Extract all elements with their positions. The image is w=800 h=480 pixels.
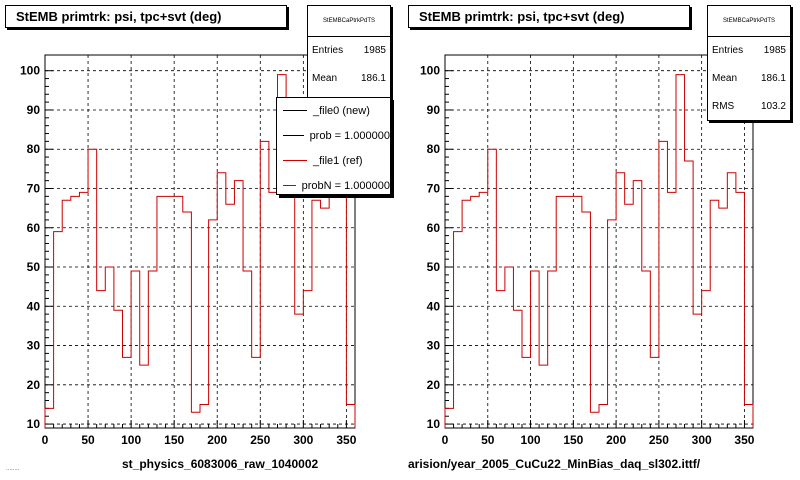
bottom-left-text: ........ [6, 466, 20, 472]
stats-entries-value: 1985 [363, 45, 386, 56]
x-tick-label: 150 [563, 433, 583, 447]
y-tick-label: 100 [420, 64, 440, 78]
stats-entries-value: 1985 [763, 45, 786, 56]
stats-mean-label: Mean [712, 73, 738, 84]
y-tick-label: 30 [27, 339, 41, 353]
stats-mean-label: Mean [312, 73, 338, 84]
y-tick-label: 90 [427, 103, 441, 117]
y-tick-label: 80 [27, 142, 41, 156]
x-tick-label: 50 [481, 433, 495, 447]
legend-label: prob = 1.000000 [309, 129, 390, 142]
legend-entry: prob = 1.000000 [277, 123, 390, 148]
y-tick-label: 70 [427, 181, 441, 195]
legend-label: probN = 1.000000 [301, 179, 390, 192]
y-tick-label: 40 [27, 299, 41, 313]
y-tick-label: 60 [427, 221, 441, 235]
y-tick-label: 20 [427, 378, 441, 392]
legend-line-black [283, 110, 307, 111]
stats-entries-label: Entries [712, 45, 744, 56]
y-tick-label: 40 [427, 299, 441, 313]
x-tick-label: 150 [164, 433, 184, 447]
stats-rms-label: RMS [712, 101, 735, 112]
x-tick-label: 200 [606, 433, 626, 447]
stats-box-right: StEMBCaPtrkPdTS Entries 1985 Mean 186.1 … [707, 5, 791, 121]
legend-label: _file0 (new) [313, 104, 370, 117]
stats-entries-row: Entries 1985 [708, 37, 790, 65]
stats-name: StEMBCaPtrkPdTS [708, 6, 790, 37]
x-tick-label: 250 [250, 433, 270, 447]
y-tick-label: 50 [27, 260, 41, 274]
legend-line-red [283, 160, 307, 161]
y-tick-label: 100 [20, 64, 40, 78]
y-tick-label: 50 [427, 260, 441, 274]
y-tick-label: 30 [427, 339, 441, 353]
stats-mean-row: Mean 186.1 [308, 65, 390, 93]
chart-title-right: StEMB primtrk: psi, tpc+svt (deg) [408, 5, 690, 28]
legend-entry: probN = 1.000000 [277, 173, 390, 194]
legend-line-red [283, 185, 296, 186]
x-tick-label: 300 [692, 433, 712, 447]
y-tick-label: 70 [27, 181, 41, 195]
x-tick-label: 300 [293, 433, 313, 447]
stats-mean-value: 186.1 [760, 73, 786, 84]
y-tick-label: 10 [27, 417, 41, 431]
chart-panel-right: 0 50 100 150 200 250 300 350 10 20 30 40 50 60 70 80 90 1… [420, 54, 755, 447]
y-tick-label: 10 [427, 417, 441, 431]
legend-entry: _file0 (new) [277, 98, 390, 123]
x-tick-label: 200 [207, 433, 227, 447]
x-tick-label: 350 [336, 433, 356, 447]
y-tick-label: 60 [27, 221, 41, 235]
stats-entries-row: Entries 1985 [308, 37, 390, 65]
histogram-series [444, 74, 754, 428]
footer-label-right: arision/year_2005_CuCu22_MinBias_daq_sl3… [408, 457, 701, 471]
stats-name: StEMBCaPtrkPdTS [308, 6, 390, 37]
legend-label: _file1 (ref) [313, 154, 363, 167]
x-tick-label: 0 [442, 433, 449, 447]
chart-title-text: StEMB primtrk: psi, tpc+svt (deg) [16, 9, 222, 24]
x-tick-label: 100 [121, 433, 141, 447]
legend-left: _file0 (new) prob = 1.000000 _file1 (ref… [276, 97, 391, 195]
histogram-series [44, 74, 356, 428]
y-tick-label: 20 [27, 378, 41, 392]
chart-title-text: StEMB primtrk: psi, tpc+svt (deg) [419, 9, 625, 24]
x-tick-label: 100 [521, 433, 541, 447]
y-tick-label: 80 [427, 142, 441, 156]
x-tick-label: 0 [42, 433, 49, 447]
stats-rms-row: RMS 103.2 [708, 93, 790, 121]
stats-mean-value: 186.1 [360, 73, 386, 84]
x-tick-label: 50 [81, 433, 95, 447]
y-tick-label: 90 [27, 103, 41, 117]
legend-line-black [283, 135, 304, 136]
x-tick-label: 350 [734, 433, 754, 447]
stats-mean-row: Mean 186.1 [708, 65, 790, 93]
chart-title-left: StEMB primtrk: psi, tpc+svt (deg) [5, 5, 287, 28]
footer-label-left: st_physics_6083006_raw_1040002 [122, 457, 319, 471]
legend-entry: _file1 (ref) [277, 148, 390, 173]
stats-entries-label: Entries [312, 45, 344, 56]
stats-rms-value: 103.2 [760, 101, 786, 112]
x-tick-label: 250 [649, 433, 669, 447]
